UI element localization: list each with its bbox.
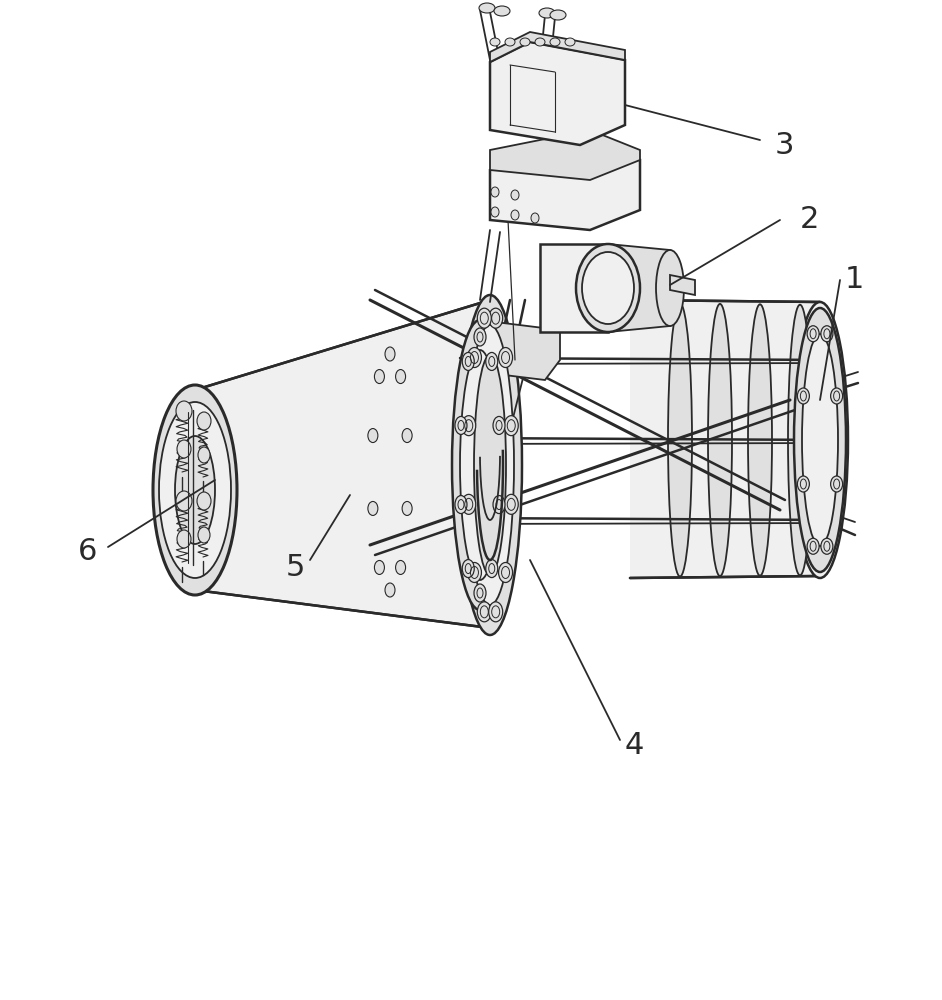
- Text: 3: 3: [775, 130, 794, 159]
- Ellipse shape: [462, 416, 476, 436]
- Ellipse shape: [175, 436, 215, 544]
- Ellipse shape: [396, 370, 406, 384]
- Ellipse shape: [493, 416, 505, 434]
- Ellipse shape: [788, 305, 812, 575]
- Ellipse shape: [489, 308, 503, 328]
- Ellipse shape: [794, 308, 846, 572]
- Ellipse shape: [550, 10, 566, 20]
- Ellipse shape: [792, 302, 848, 578]
- Ellipse shape: [820, 538, 833, 554]
- Ellipse shape: [668, 304, 692, 576]
- Ellipse shape: [197, 412, 211, 430]
- Ellipse shape: [498, 348, 512, 368]
- Ellipse shape: [474, 328, 486, 346]
- Ellipse shape: [520, 38, 530, 46]
- Ellipse shape: [396, 560, 406, 574]
- Ellipse shape: [535, 38, 545, 46]
- Polygon shape: [608, 244, 670, 332]
- Ellipse shape: [486, 352, 497, 370]
- Ellipse shape: [550, 38, 560, 46]
- Ellipse shape: [455, 496, 467, 514]
- Text: 6: 6: [77, 538, 97, 566]
- Ellipse shape: [458, 295, 522, 635]
- Ellipse shape: [176, 491, 192, 511]
- Ellipse shape: [478, 602, 492, 622]
- Ellipse shape: [177, 440, 191, 458]
- Ellipse shape: [474, 584, 486, 602]
- Ellipse shape: [582, 252, 634, 324]
- Ellipse shape: [463, 560, 474, 578]
- Polygon shape: [490, 42, 625, 145]
- Ellipse shape: [511, 190, 519, 200]
- Ellipse shape: [385, 347, 395, 361]
- Ellipse shape: [491, 187, 499, 197]
- Ellipse shape: [504, 416, 518, 436]
- Ellipse shape: [467, 348, 481, 368]
- Ellipse shape: [478, 308, 492, 328]
- Ellipse shape: [452, 320, 508, 610]
- Ellipse shape: [198, 447, 210, 463]
- Ellipse shape: [460, 350, 500, 580]
- Ellipse shape: [402, 501, 412, 515]
- Ellipse shape: [463, 352, 474, 370]
- Ellipse shape: [656, 250, 684, 326]
- Ellipse shape: [576, 244, 640, 332]
- Ellipse shape: [748, 304, 772, 576]
- Ellipse shape: [831, 388, 843, 404]
- Polygon shape: [490, 150, 640, 230]
- Ellipse shape: [802, 334, 838, 546]
- Ellipse shape: [486, 560, 497, 578]
- Text: 2: 2: [800, 206, 820, 234]
- Ellipse shape: [402, 429, 412, 443]
- Ellipse shape: [467, 562, 481, 582]
- Text: 1: 1: [845, 265, 865, 294]
- Ellipse shape: [198, 527, 210, 543]
- Ellipse shape: [374, 560, 384, 574]
- Ellipse shape: [153, 385, 237, 595]
- Ellipse shape: [197, 492, 211, 510]
- Polygon shape: [490, 130, 640, 180]
- Ellipse shape: [493, 496, 505, 514]
- Ellipse shape: [498, 562, 512, 582]
- Ellipse shape: [539, 8, 555, 18]
- Ellipse shape: [385, 583, 395, 597]
- Ellipse shape: [489, 602, 503, 622]
- Ellipse shape: [177, 530, 191, 548]
- Ellipse shape: [565, 38, 575, 46]
- Ellipse shape: [466, 325, 514, 605]
- Ellipse shape: [494, 6, 510, 16]
- Ellipse shape: [831, 476, 843, 492]
- Text: 5: 5: [285, 552, 305, 582]
- Ellipse shape: [491, 207, 499, 217]
- Ellipse shape: [797, 476, 809, 492]
- Ellipse shape: [490, 38, 500, 46]
- Ellipse shape: [455, 416, 467, 434]
- Polygon shape: [480, 322, 560, 380]
- Polygon shape: [630, 300, 820, 578]
- Polygon shape: [540, 244, 608, 332]
- Ellipse shape: [511, 210, 519, 220]
- Ellipse shape: [159, 402, 231, 578]
- Ellipse shape: [176, 401, 192, 421]
- Ellipse shape: [368, 501, 378, 515]
- Ellipse shape: [504, 494, 518, 514]
- Ellipse shape: [374, 370, 384, 384]
- Ellipse shape: [368, 429, 378, 443]
- Polygon shape: [490, 32, 625, 62]
- Ellipse shape: [820, 326, 833, 342]
- Ellipse shape: [797, 388, 809, 404]
- Ellipse shape: [708, 304, 732, 576]
- Ellipse shape: [479, 3, 495, 13]
- Ellipse shape: [462, 494, 476, 514]
- Ellipse shape: [807, 326, 820, 342]
- Ellipse shape: [505, 38, 515, 46]
- Ellipse shape: [531, 213, 539, 223]
- Text: 4: 4: [625, 730, 644, 760]
- Polygon shape: [670, 275, 695, 295]
- Polygon shape: [195, 300, 490, 628]
- Ellipse shape: [807, 538, 820, 554]
- Ellipse shape: [474, 355, 506, 575]
